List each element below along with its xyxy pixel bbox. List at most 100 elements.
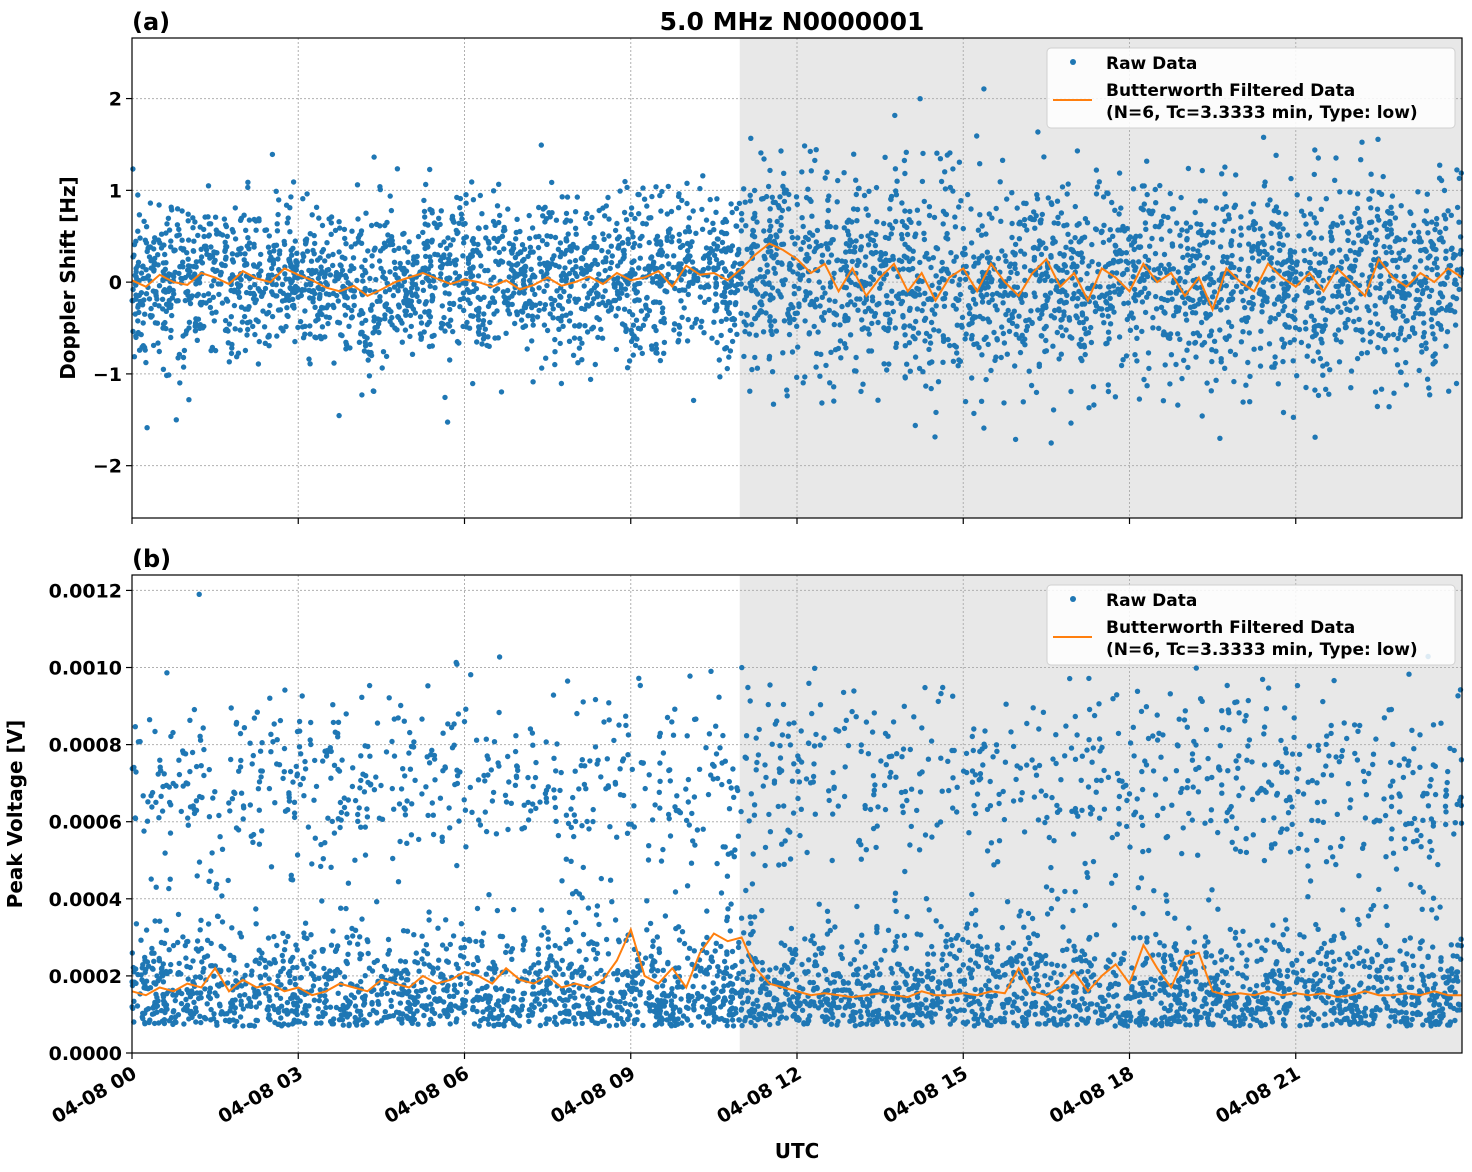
raw-data-point [1279, 336, 1285, 342]
raw-data-point [1042, 277, 1048, 283]
raw-data-point [419, 279, 426, 286]
raw-data-point [1356, 219, 1363, 225]
raw-data-point [1224, 259, 1230, 266]
raw-data-point [1304, 304, 1310, 311]
raw-data-point [949, 278, 955, 284]
raw-data-point [168, 327, 174, 334]
raw-data-point [1001, 340, 1008, 346]
raw-data-point [989, 291, 996, 298]
raw-data-point [733, 205, 740, 212]
raw-data-point [198, 254, 205, 260]
raw-data-point [1345, 983, 1351, 990]
raw-data-point [1187, 257, 1194, 264]
raw-data-point [1199, 167, 1206, 174]
raw-data-point [906, 340, 913, 346]
raw-data-point [1111, 309, 1117, 315]
raw-data-point [1021, 264, 1028, 270]
raw-data-point [767, 206, 773, 212]
raw-data-point [402, 308, 408, 314]
y-tick-label: −1 [93, 364, 122, 386]
raw-data-point [551, 787, 557, 793]
raw-data-point [1351, 263, 1358, 270]
raw-data-point [1370, 751, 1377, 757]
raw-data-point [152, 255, 158, 262]
raw-data-point [869, 320, 875, 327]
raw-data-point [186, 319, 193, 325]
raw-data-point [1193, 354, 1199, 360]
raw-data-point [1230, 228, 1237, 234]
raw-data-point [512, 320, 518, 327]
raw-data-point [1432, 336, 1438, 342]
raw-data-point [1070, 249, 1077, 255]
raw-data-point [1315, 349, 1321, 355]
raw-data-point [661, 320, 668, 326]
raw-data-point [1103, 298, 1109, 305]
raw-data-point [167, 876, 173, 882]
raw-data-point [1414, 305, 1420, 311]
raw-data-point [1249, 255, 1256, 261]
raw-data-point [566, 293, 573, 299]
raw-data-point [948, 937, 954, 943]
raw-data-point [1012, 436, 1019, 443]
raw-data-point [359, 320, 365, 326]
raw-data-point [156, 283, 163, 289]
raw-data-point [608, 243, 614, 249]
raw-data-point [219, 893, 225, 899]
raw-data-point [152, 301, 158, 308]
raw-data-point [863, 206, 869, 212]
raw-data-point [536, 255, 543, 261]
raw-data-point [1236, 753, 1242, 759]
raw-data-point [226, 359, 232, 365]
raw-data-point [436, 215, 442, 221]
raw-data-point [1342, 300, 1348, 307]
raw-data-point [748, 283, 755, 289]
raw-data-point [859, 326, 865, 332]
raw-data-point [1419, 290, 1426, 297]
raw-data-point [1287, 273, 1293, 279]
raw-data-point [641, 196, 648, 202]
raw-data-point [399, 267, 406, 273]
raw-data-point [310, 295, 316, 301]
raw-data-point [914, 207, 921, 213]
raw-data-point [331, 360, 337, 366]
raw-data-point [395, 275, 401, 281]
raw-data-point [1353, 305, 1360, 311]
raw-data-point [1093, 191, 1100, 197]
raw-data-point [945, 336, 951, 343]
raw-data-point [437, 242, 444, 248]
raw-data-point [681, 305, 687, 311]
raw-data-point [1014, 205, 1020, 211]
raw-data-point [541, 306, 547, 312]
raw-data-point [145, 799, 151, 805]
raw-data-point [1286, 324, 1292, 330]
raw-data-point [1116, 334, 1123, 340]
raw-data-point [292, 283, 299, 290]
raw-data-point [1233, 929, 1239, 936]
raw-data-point [471, 281, 477, 287]
raw-data-point [1232, 935, 1239, 941]
raw-data-point [983, 231, 989, 237]
raw-data-point [293, 763, 299, 770]
raw-data-point [1312, 434, 1318, 440]
raw-data-point [579, 357, 585, 363]
raw-data-point [1169, 206, 1176, 212]
raw-data-point [369, 253, 375, 259]
raw-data-point [752, 354, 758, 361]
raw-data-point [421, 197, 427, 204]
raw-data-point [574, 273, 580, 280]
raw-data-point [686, 945, 693, 951]
raw-data-point [1209, 358, 1215, 365]
raw-data-point [794, 310, 800, 316]
raw-data-point [377, 223, 383, 229]
raw-data-point [1255, 241, 1262, 247]
raw-data-point [710, 980, 716, 986]
raw-data-point [1414, 287, 1421, 294]
raw-data-point [1443, 255, 1449, 262]
raw-data-point [749, 977, 755, 983]
raw-data-point [1393, 347, 1399, 353]
raw-data-point [447, 242, 454, 248]
raw-data-point [521, 256, 527, 263]
raw-data-point [1014, 270, 1020, 277]
raw-data-point [816, 901, 822, 907]
raw-data-point [1338, 214, 1344, 220]
